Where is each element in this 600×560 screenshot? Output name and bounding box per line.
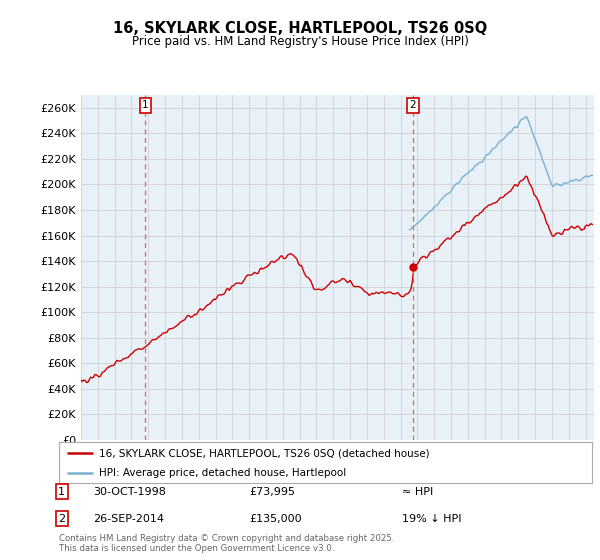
Text: 1: 1 <box>58 487 65 497</box>
Text: 2: 2 <box>58 514 65 524</box>
Text: 19% ↓ HPI: 19% ↓ HPI <box>402 514 461 524</box>
Text: £73,995: £73,995 <box>249 487 295 497</box>
Text: £135,000: £135,000 <box>249 514 302 524</box>
Text: 16, SKYLARK CLOSE, HARTLEPOOL, TS26 0SQ (detached house): 16, SKYLARK CLOSE, HARTLEPOOL, TS26 0SQ … <box>99 449 430 458</box>
Text: 26-SEP-2014: 26-SEP-2014 <box>93 514 164 524</box>
Text: 16, SKYLARK CLOSE, HARTLEPOOL, TS26 0SQ: 16, SKYLARK CLOSE, HARTLEPOOL, TS26 0SQ <box>113 21 487 36</box>
Text: 30-OCT-1998: 30-OCT-1998 <box>93 487 166 497</box>
Text: 2: 2 <box>410 100 416 110</box>
Text: HPI: Average price, detached house, Hartlepool: HPI: Average price, detached house, Hart… <box>99 468 346 478</box>
Text: Price paid vs. HM Land Registry's House Price Index (HPI): Price paid vs. HM Land Registry's House … <box>131 35 469 48</box>
Text: 1: 1 <box>142 100 149 110</box>
Text: ≈ HPI: ≈ HPI <box>402 487 433 497</box>
Text: Contains HM Land Registry data © Crown copyright and database right 2025.
This d: Contains HM Land Registry data © Crown c… <box>59 534 394 553</box>
